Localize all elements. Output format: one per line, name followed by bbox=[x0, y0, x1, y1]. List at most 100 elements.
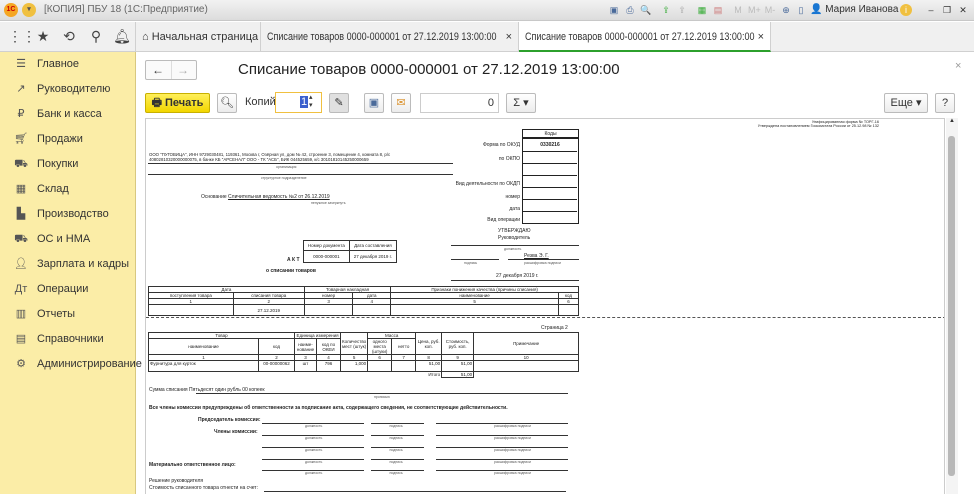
signature-line bbox=[262, 435, 364, 436]
chart-icon: ↗ bbox=[16, 83, 26, 95]
signature-caption: подпись bbox=[389, 448, 403, 452]
print-label: Печать bbox=[165, 97, 204, 109]
basis-caption: ненужное зачеркнуть bbox=[311, 201, 346, 205]
cart-icon: 🛒︎ bbox=[14, 133, 28, 145]
close-form-icon[interactable]: × bbox=[955, 60, 962, 72]
sidebar-item-reports[interactable]: ▥ Отчеты bbox=[0, 302, 136, 327]
email-button[interactable]: ✉ bbox=[391, 93, 411, 113]
sidebar-item-manager[interactable]: ↗ Руководителю bbox=[0, 77, 136, 102]
person-icon: 👤︎ bbox=[14, 258, 28, 270]
sidebar-item-sales[interactable]: 🛒︎ Продажи bbox=[0, 127, 136, 152]
panel-icon[interactable]: ▯ bbox=[798, 5, 804, 15]
sidebar-item-catalogs[interactable]: ▤ Справочники bbox=[0, 327, 136, 352]
signature-caption: подпись bbox=[389, 424, 403, 428]
sidebar-item-purchases[interactable]: ⛟ Покупки bbox=[0, 152, 136, 177]
mem-mplus[interactable]: M+ bbox=[748, 5, 761, 15]
user-name[interactable]: 👤 Мария Иванова bbox=[810, 4, 898, 15]
signature-line bbox=[371, 459, 424, 460]
sidebar-item-bank[interactable]: ₽ Банк и касса bbox=[0, 102, 136, 127]
sidebar-item-operations[interactable]: Дт Операции bbox=[0, 277, 136, 302]
close-window-icon[interactable]: ✕ bbox=[959, 5, 967, 15]
bell-icon[interactable]: 🔔︎ bbox=[113, 28, 131, 44]
decision-label: Решение руководителя bbox=[149, 478, 204, 484]
preview-icon[interactable]: 🔍 bbox=[640, 5, 652, 15]
spreadsheet-document[interactable]: Унифицированная форма № ТОРГ-16 Утвержден… bbox=[145, 118, 945, 494]
sum-field[interactable]: 0 bbox=[420, 93, 499, 113]
main-menu-icon[interactable]: ▾ bbox=[22, 3, 36, 17]
sum-button[interactable]: Σ ▾ bbox=[506, 93, 536, 113]
sum-line: Сумма списания Пятьдесят один рубль 00 к… bbox=[149, 387, 265, 393]
link2-icon[interactable]: ⇪ bbox=[678, 5, 686, 15]
calendar-icon[interactable]: ▤ bbox=[713, 5, 723, 15]
total-value: 51,00 bbox=[441, 371, 475, 378]
zoom-icon[interactable]: ⊕ bbox=[782, 5, 790, 15]
history-icon[interactable]: ⟲ bbox=[63, 28, 75, 44]
report-icon: ▥ bbox=[15, 308, 27, 320]
save-button[interactable]: ▣ bbox=[364, 93, 384, 113]
page-number: Страница 2 bbox=[541, 325, 568, 331]
tab-close-icon[interactable]: × bbox=[505, 31, 512, 43]
warehouse-icon: ▦ bbox=[15, 183, 27, 195]
tab-home[interactable]: ⌂ Начальная страница bbox=[136, 22, 261, 52]
favorites-star-icon[interactable]: ★ bbox=[36, 28, 50, 44]
print-button[interactable]: 🖶 Печать bbox=[145, 93, 210, 113]
form-note: Унифицированная форма № ТОРГ-16 Утвержден… bbox=[757, 120, 879, 128]
apps-grid-icon[interactable]: ⋮⋮ bbox=[8, 28, 36, 44]
tab-close-icon[interactable]: × bbox=[757, 31, 764, 43]
edit-button[interactable]: ✎ bbox=[329, 93, 349, 113]
signature-line bbox=[262, 459, 364, 460]
tab-writeoff-1[interactable]: Списание товаров 0000-000001 от 27.12.20… bbox=[261, 22, 519, 52]
signature-caption: должность bbox=[305, 471, 323, 475]
sidebar-item-salary[interactable]: 👤︎ Зарплата и кадры bbox=[0, 252, 136, 277]
app-title: [КОПИЯ] ПБУ 18 (1С:Предприятие) bbox=[44, 4, 208, 15]
search-icon[interactable]: ⚲ bbox=[90, 28, 102, 44]
copies-stepper[interactable]: 1 ▴ ▾ bbox=[275, 92, 322, 113]
sidebar-item-assets[interactable]: ⛟ ОС и НМА bbox=[0, 227, 136, 252]
sidebar-item-admin[interactable]: ⚙ Администрирование bbox=[0, 352, 142, 377]
sidebar-item-production[interactable]: ▙ Производство bbox=[0, 202, 136, 227]
stepper-arrows-icon[interactable]: ▴ ▾ bbox=[309, 94, 313, 109]
scrollbar-thumb[interactable] bbox=[948, 136, 955, 476]
restore-icon[interactable]: ❐ bbox=[942, 5, 952, 15]
mem-m[interactable]: M bbox=[734, 5, 742, 15]
envelope-icon: ✉ bbox=[396, 97, 406, 109]
nav-buttons: ← → bbox=[145, 60, 197, 80]
signature-line bbox=[436, 423, 568, 424]
home-icon: ⌂ bbox=[142, 31, 149, 43]
write-off-account: Стоимость списанного товара отнести на с… bbox=[149, 485, 258, 491]
sidebar-label: Администрирование bbox=[37, 358, 142, 370]
copies-value[interactable]: 1 bbox=[300, 96, 309, 108]
signature-caption: расшифровка подписи bbox=[494, 471, 531, 475]
approve-label: УТВЕРЖДАЮ bbox=[498, 228, 531, 234]
save-icon[interactable]: ▣ bbox=[609, 5, 619, 15]
preview-button[interactable]: 🔍︎ bbox=[217, 93, 237, 113]
forward-arrow-icon[interactable]: → bbox=[177, 63, 189, 77]
book-icon: ▤ bbox=[15, 333, 27, 345]
scroll-up-icon[interactable]: ▲ bbox=[949, 118, 955, 124]
signature-caption: расшифровка подписи bbox=[494, 436, 531, 440]
date-label: дата bbox=[509, 206, 520, 212]
sidebar-label: Операции bbox=[37, 283, 89, 295]
signature-line bbox=[371, 447, 424, 448]
signer-caption: расшифровка подписи bbox=[524, 261, 561, 265]
sidebar: ☰ Главное ↗ Руководителю ₽ Банк и касса 🛒︎ П… bbox=[0, 52, 142, 494]
back-arrow-icon[interactable]: ← bbox=[152, 63, 164, 77]
calculator-icon[interactable]: ▦ bbox=[697, 5, 707, 15]
codes-box: 0330216 bbox=[522, 138, 579, 224]
more-button[interactable]: Еще ▾ bbox=[884, 93, 928, 113]
help-button[interactable]: ? bbox=[935, 93, 955, 113]
edit-icon: ✎ bbox=[334, 97, 344, 109]
print-icon[interactable]: ⎙ bbox=[626, 5, 634, 15]
printer-icon: 🖶 bbox=[151, 97, 162, 109]
mem-mminus[interactable]: M- bbox=[764, 5, 776, 15]
info-icon[interactable]: i bbox=[900, 4, 912, 16]
minimize-icon[interactable]: – bbox=[928, 5, 934, 15]
link-icon[interactable]: ⇪ bbox=[662, 5, 670, 15]
sidebar-item-warehouse[interactable]: ▦ Склад bbox=[0, 177, 136, 202]
sidebar-item-main[interactable]: ☰ Главное bbox=[0, 52, 136, 77]
sidebar-label: ОС и НМА bbox=[37, 233, 91, 245]
signature-caption: расшифровка подписи bbox=[494, 424, 531, 428]
ruble-icon: ₽ bbox=[17, 108, 25, 120]
sum-caption: прописью bbox=[374, 395, 390, 399]
tab-writeoff-2[interactable]: Списание товаров 0000-000001 от 27.12.20… bbox=[519, 22, 771, 52]
